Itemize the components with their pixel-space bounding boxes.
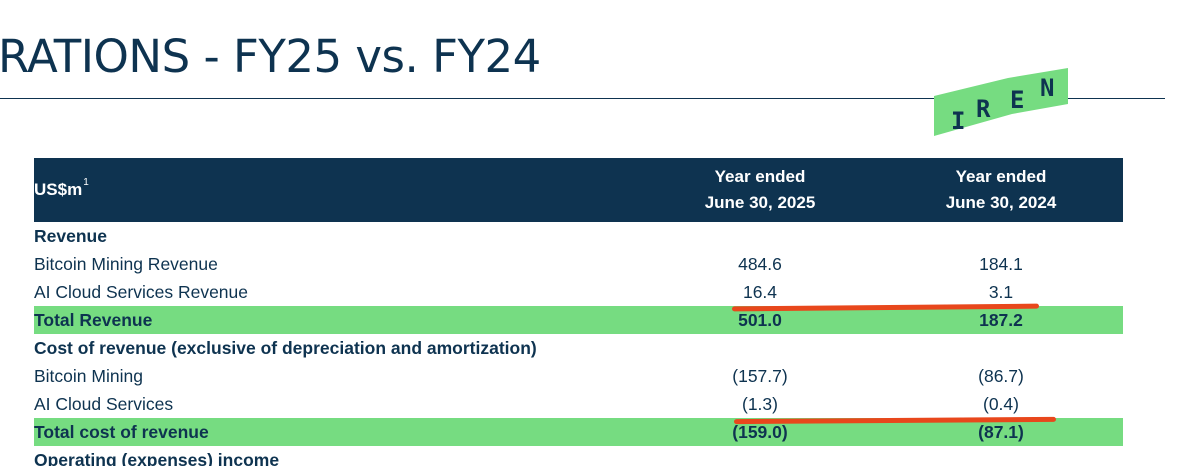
- column-header-fy24: Year ended June 30, 2024: [945, 167, 1057, 212]
- unit-label: US$m1: [34, 177, 89, 199]
- value-fy25: 501.0: [738, 310, 782, 330]
- row-label: AI Cloud Services: [34, 394, 174, 414]
- row-label: Revenue: [34, 226, 107, 246]
- row-label: Bitcoin Mining Revenue: [34, 254, 218, 274]
- table-row: AI Cloud Services (1.3) (0.4): [34, 390, 1123, 418]
- value-fy25: 484.6: [738, 254, 782, 274]
- value-fy24: (86.7): [978, 366, 1024, 386]
- row-label: Cost of revenue (exclusive of depreciati…: [34, 338, 537, 358]
- logo-letter-1: I: [951, 107, 965, 135]
- value-fy24: 184.1: [979, 254, 1023, 274]
- row-label: Operating (expenses) income: [34, 450, 280, 466]
- row-label: Bitcoin Mining: [34, 366, 143, 386]
- table-row: Bitcoin Mining Revenue 484.6 184.1: [34, 250, 1123, 278]
- table-row: Bitcoin Mining (157.7) (86.7): [34, 362, 1123, 390]
- footnote-marker: 1: [83, 177, 89, 188]
- table-row: Total Revenue 501.0 187.2: [34, 306, 1123, 334]
- value-fy25: (157.7): [732, 366, 788, 386]
- financial-table: US$m1 Year ended June 30, 2025 Year ende…: [34, 158, 1123, 466]
- table-row: Operating (expenses) income: [34, 446, 1123, 466]
- column-header-fy25: Year ended June 30, 2025: [704, 167, 816, 212]
- row-label: Total cost of revenue: [34, 422, 209, 442]
- value-fy25: (1.3): [742, 394, 778, 414]
- value-fy24: (0.4): [983, 394, 1019, 414]
- row-label: AI Cloud Services Revenue: [34, 282, 248, 302]
- table-body: Revenue Bitcoin Mining Revenue 484.6 184.1 A…: [34, 222, 1123, 466]
- value-fy24: 3.1: [988, 282, 1014, 302]
- iren-logo: I R E N: [934, 68, 1068, 136]
- table-row: Revenue: [34, 222, 1123, 250]
- logo-shape: [934, 68, 1068, 136]
- logo-letter-4: N: [1040, 74, 1054, 102]
- logo-letter-3: E: [1010, 86, 1024, 114]
- title-divider: [0, 98, 1165, 99]
- logo-letter-2: R: [976, 95, 991, 123]
- value-fy24: 187.2: [979, 310, 1023, 330]
- value-fy24: (87.1): [978, 422, 1024, 442]
- row-label: Total Revenue: [34, 310, 153, 330]
- value-fy25: (159.0): [732, 422, 788, 442]
- table-row: Cost of revenue (exclusive of depreciati…: [34, 334, 1123, 362]
- table-header: US$m1 Year ended June 30, 2025 Year ende…: [34, 158, 1123, 222]
- table-row: AI Cloud Services Revenue 16.4 3.1: [34, 278, 1123, 306]
- value-fy25: 16.4: [742, 282, 778, 302]
- slide-title: RATIONS - FY25 vs. FY24: [0, 30, 541, 83]
